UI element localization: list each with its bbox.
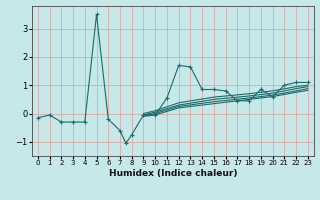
X-axis label: Humidex (Indice chaleur): Humidex (Indice chaleur) <box>108 169 237 178</box>
